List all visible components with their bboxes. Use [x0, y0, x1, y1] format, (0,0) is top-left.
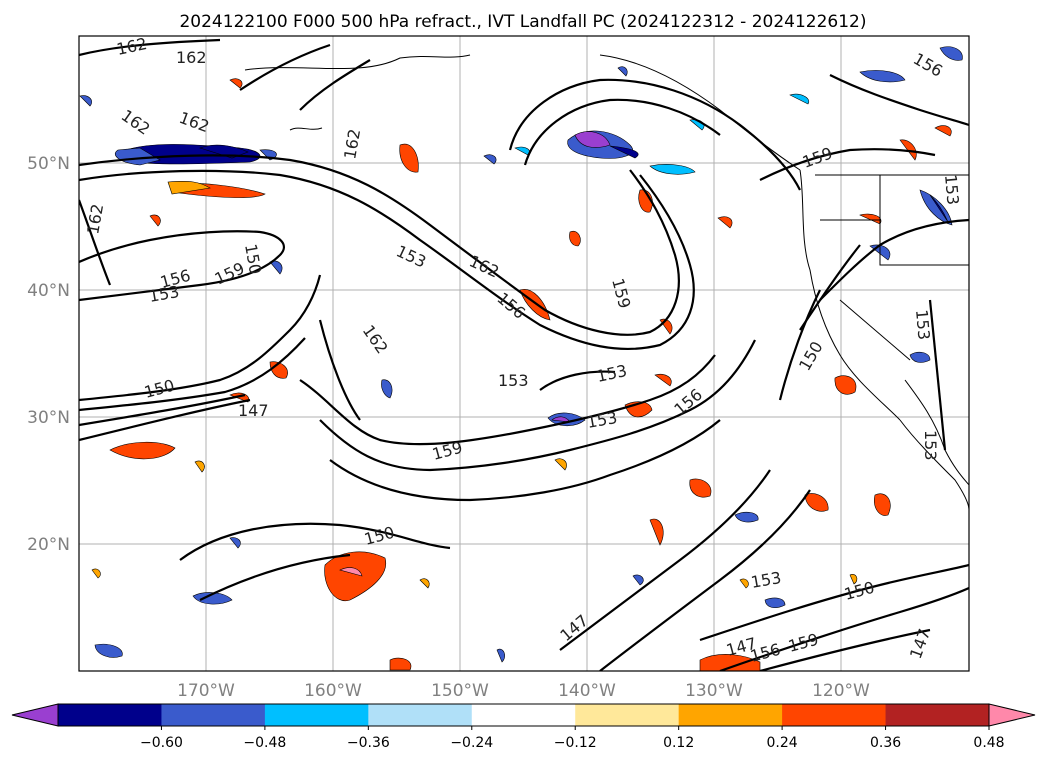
colorbar-tick-label: −0.48 — [243, 735, 286, 751]
colorbar-swatch — [575, 704, 680, 726]
lon-tick: 150°W — [431, 681, 489, 701]
contour-label: 153 — [941, 174, 963, 206]
contour-label: 153 — [498, 371, 529, 390]
colorbar-tick-label: 0.12 — [663, 735, 694, 751]
lon-tick: 140°W — [558, 681, 616, 701]
contour-label: 147 — [238, 401, 269, 420]
lon-tick: 160°W — [304, 681, 362, 701]
lon-tick: 170°W — [177, 681, 235, 701]
colorbar-swatch — [58, 704, 162, 726]
lon-tick: 120°W — [812, 681, 870, 701]
coastlines — [244, 54, 969, 511]
contour-label: 162 — [176, 48, 207, 67]
colorbar-tick-label: 0.48 — [973, 735, 1004, 751]
contour-label: 153 — [921, 430, 940, 461]
colorbar-tick-label: 0.24 — [767, 735, 798, 751]
colorbar-extend-min — [11, 703, 59, 727]
colorbar-swatch — [471, 704, 576, 726]
figure-title: 2024122100 F000 500 hPa refract., IVT La… — [179, 12, 866, 32]
colorbar-swatch — [782, 704, 887, 726]
colorbar-frame — [57, 703, 990, 727]
contour-label: 162 — [115, 34, 149, 59]
lat-tick-labels: 50°N 40°N 30°N 20°N — [27, 154, 70, 555]
colorbar-swatch — [264, 704, 369, 726]
colorbar-swatch — [368, 704, 473, 726]
colorbar-tick-label: −0.60 — [140, 735, 183, 751]
map-panel: 162 162 162 162 162 162 162 162 156 159 … — [79, 34, 969, 671]
colorbar-tick-label: 0.36 — [870, 735, 901, 751]
map-frame — [78, 35, 970, 672]
contour-label: 153 — [912, 309, 934, 341]
colorbar-tick-label: −0.36 — [347, 735, 390, 751]
lat-tick: 40°N — [27, 281, 70, 301]
colorbar-tick-label: −0.24 — [450, 735, 493, 751]
lat-tick: 50°N — [27, 154, 70, 174]
lat-tick: 20°N — [27, 535, 70, 555]
colorbar-swatch — [885, 704, 990, 726]
colorbar-swatch — [678, 704, 783, 726]
colorbar-tick-label: −0.12 — [554, 735, 597, 751]
colorbar-extend-max — [988, 703, 1036, 727]
colorbar: −0.60 −0.48 −0.36 −0.24 −0.12 0.12 0.24 0.36 0.4… — [11, 703, 1036, 751]
height-contours — [79, 38, 969, 671]
colorbar-swatch — [161, 704, 266, 726]
lon-tick: 130°W — [685, 681, 743, 701]
lat-tick: 30°N — [27, 408, 70, 428]
lon-tick-labels: 170°W 160°W 150°W 140°W 130°W 120°W — [177, 681, 870, 701]
